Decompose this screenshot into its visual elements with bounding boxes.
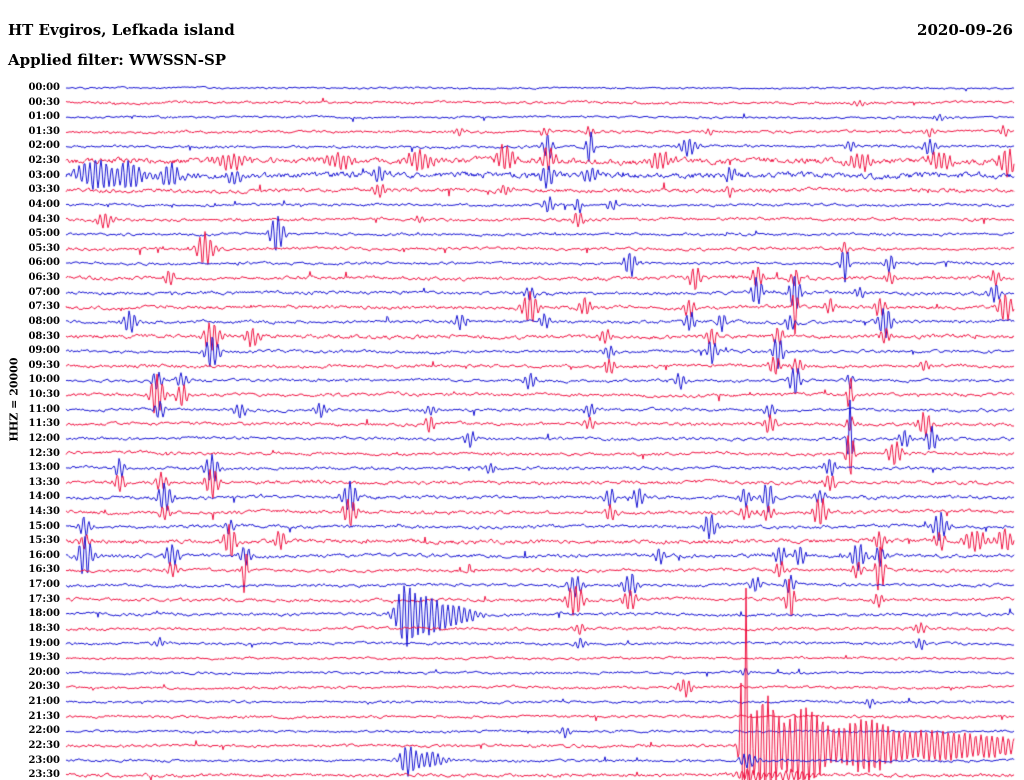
time-label: 12:00 (28, 432, 60, 444)
time-label: 14:30 (28, 505, 60, 517)
time-label: 18:30 (28, 622, 60, 634)
time-label: 00:30 (28, 96, 60, 108)
time-label: 19:30 (28, 652, 60, 664)
time-label: 23:00 (28, 754, 60, 766)
time-label: 09:30 (28, 359, 60, 371)
time-label: 07:00 (28, 286, 60, 298)
time-label: 10:30 (28, 389, 60, 401)
time-label: 18:00 (28, 608, 60, 620)
time-label: 06:00 (28, 257, 60, 269)
time-label: 07:30 (28, 301, 60, 313)
time-label: 15:30 (28, 535, 60, 547)
time-label: 23:30 (28, 769, 60, 780)
filter-label: Applied filter: WWSSN-SP (8, 51, 227, 69)
time-label: 04:00 (28, 198, 60, 210)
time-label: 05:30 (28, 242, 60, 254)
time-label: 02:00 (28, 140, 60, 152)
time-label: 20:30 (28, 681, 60, 693)
time-label: 03:30 (28, 184, 60, 196)
time-label: 08:00 (28, 315, 60, 327)
time-label: 22:30 (28, 739, 60, 751)
time-label: 17:00 (28, 579, 60, 591)
time-label: 11:30 (28, 418, 60, 430)
station-title: HT Evgiros, Lefkada island (8, 21, 235, 39)
time-label: 17:30 (28, 593, 60, 605)
time-label: 04:30 (28, 213, 60, 225)
time-label: 12:30 (28, 447, 60, 459)
time-label: 15:00 (28, 520, 60, 532)
time-label: 06:30 (28, 272, 60, 284)
time-label: 09:00 (28, 345, 60, 357)
time-label: 11:00 (28, 403, 60, 415)
time-label: 19:00 (28, 637, 60, 649)
time-label: 05:00 (28, 228, 60, 240)
time-label: 01:00 (28, 111, 60, 123)
date-label: 2020-09-26 (917, 21, 1013, 39)
time-axis: 00:00 00:30 01:00 01:30 02:00 02:30 03:00 03:30… (0, 0, 62, 780)
time-label: 21:00 (28, 696, 60, 708)
time-label: 13:00 (28, 462, 60, 474)
time-label: 16:30 (28, 564, 60, 576)
time-label: 14:00 (28, 491, 60, 503)
time-label: 22:00 (28, 725, 60, 737)
time-label: 10:00 (28, 374, 60, 386)
time-label: 20:00 (28, 666, 60, 678)
time-label: 02:30 (28, 155, 60, 167)
time-label: 21:30 (28, 710, 60, 722)
time-label: 13:30 (28, 476, 60, 488)
time-label: 01:30 (28, 125, 60, 137)
time-label: 00:00 (28, 82, 60, 93)
time-label: 03:00 (28, 169, 60, 181)
time-label: 16:00 (28, 549, 60, 561)
time-label: 08:30 (28, 330, 60, 342)
